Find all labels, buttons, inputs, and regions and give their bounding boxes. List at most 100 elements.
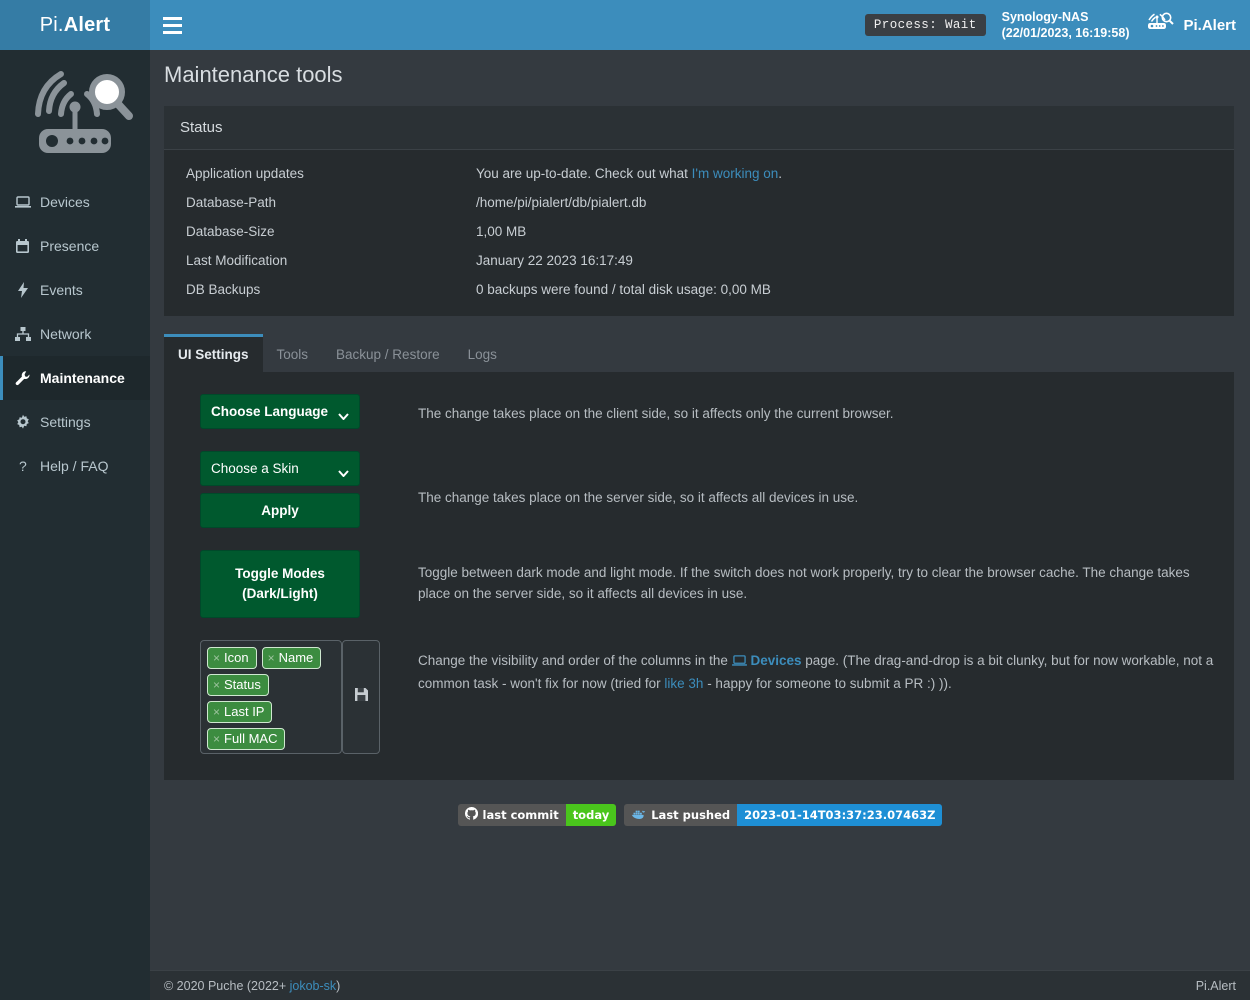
status-row: DB Backups 0 backups were found / total … [164, 275, 1234, 304]
close-icon[interactable]: × [213, 677, 221, 692]
sidebar-item-devices[interactable]: Devices [0, 180, 150, 224]
last-pushed-badge[interactable]: Last pushed 2023-01-14T03:37:23.07463Z [624, 804, 943, 826]
columns-control: × Icon × Name × Status × Last IP × Full MAC [200, 640, 396, 754]
working-on-link[interactable]: I'm working on [691, 166, 779, 181]
skin-row: Choose a Skin Apply The change takes pla… [200, 451, 1218, 528]
hamburger-icon[interactable] [160, 12, 186, 38]
sidebar-item-label: Settings [40, 414, 91, 430]
sidebar-item-help-faq[interactable]: ? Help / FAQ [0, 444, 150, 488]
status-value: 1,00 MB [476, 224, 527, 239]
column-tag[interactable]: × Icon [207, 647, 257, 669]
sidebar-item-label: Maintenance [40, 370, 125, 386]
header-right-group: Process: Wait Synology-NAS (22/01/2023, … [864, 0, 1250, 50]
status-row: Database-Path /home/pi/pialert/db/pialer… [164, 188, 1234, 217]
app-logo-text: Pi.Alert [40, 14, 111, 37]
status-value: You are up-to-date. Check out what I'm w… [476, 166, 1234, 181]
tab-panel-ui-settings: Choose Language The change takes place o… [164, 372, 1234, 780]
last-commit-badge[interactable]: last commit today [457, 804, 617, 826]
bolt-icon [14, 282, 31, 299]
server-info: Synology-NAS (22/01/2023, 16:19:58) [1002, 9, 1130, 41]
status-label: Database-Path [186, 195, 277, 210]
column-tag[interactable]: × Name [261, 647, 322, 669]
footer-copyright: © 2020 Puche (2022+ jokob-sk) [164, 979, 340, 993]
sidebar-item-label: Network [40, 326, 92, 342]
skin-select-label: Choose a Skin [211, 461, 299, 476]
skin-select[interactable]: Choose a Skin [200, 451, 360, 486]
status-panel: Status Application updates You are up-to… [164, 106, 1234, 316]
like-3h-link[interactable]: like 3h [664, 676, 704, 691]
language-row: Choose Language The change takes place o… [200, 394, 1218, 429]
sidebar-item-label: Devices [40, 194, 90, 210]
header-brand-label: Pi.Alert [1183, 16, 1236, 34]
tab-logs[interactable]: Logs [467, 347, 497, 362]
language-select[interactable]: Choose Language [200, 394, 360, 429]
column-tag[interactable]: × Status [207, 674, 269, 696]
status-value-pre: You are up-to-date. Check out what [476, 166, 692, 181]
devices-page-link[interactable]: Devices [750, 653, 802, 668]
toggle-modes-description: Toggle between dark mode and light mode.… [418, 565, 1190, 601]
page-footer: © 2020 Puche (2022+ jokob-sk) Pi.Alert [150, 970, 1250, 1000]
sidebar-item-events[interactable]: Events [0, 268, 150, 312]
column-tags-container[interactable]: × Icon × Name × Status × Last IP × Full MAC [200, 640, 342, 754]
status-label: Application updates [186, 166, 304, 181]
hamburger-bar [163, 16, 182, 20]
page-title: Maintenance tools [164, 62, 343, 87]
toggle-modes-control: Toggle Modes (Dark/Light) [200, 550, 396, 618]
close-icon[interactable]: × [213, 650, 221, 665]
hamburger-bar [163, 23, 182, 27]
column-tag[interactable]: × Last IP [207, 701, 273, 723]
column-tag-label: Last IP [224, 704, 265, 719]
sitemap-icon [14, 326, 31, 343]
router-magnifier-logo [0, 50, 150, 180]
process-status-badge: Process: Wait [864, 14, 986, 36]
server-name: Synology-NAS [1001, 10, 1089, 24]
footer-copyright-post: ) [336, 978, 341, 993]
apply-button[interactable]: Apply [200, 493, 360, 528]
header-brand[interactable]: Pi.Alert [1145, 11, 1236, 40]
column-tag-label: Icon [224, 650, 249, 665]
close-icon[interactable]: × [213, 731, 221, 746]
column-tag-label: Name [278, 650, 314, 665]
status-panel-body: Application updates You are up-to-date. … [164, 150, 1234, 316]
tab-ui-settings[interactable]: UI Settings [164, 334, 263, 372]
main-content: Maintenance tools Status Application upd… [150, 50, 1250, 970]
sidebar-item-maintenance[interactable]: Maintenance [0, 356, 150, 400]
jokob-sk-link[interactable]: jokob-sk [289, 978, 337, 993]
column-tag-label: Full MAC [224, 731, 278, 746]
chevron-down-icon [338, 408, 349, 421]
router-scan-icon [1145, 11, 1175, 40]
server-time: (22/01/2023, 16:19:58) [1001, 26, 1130, 40]
tab-backup-restore[interactable]: Backup / Restore [336, 347, 440, 362]
status-value: /home/pi/pialert/db/pialert.db [476, 195, 647, 210]
skin-control: Choose a Skin Apply [200, 451, 396, 528]
language-description: The change takes place on the client sid… [418, 406, 894, 421]
sidebar: Devices Presence Events Network Maintena… [0, 50, 150, 1000]
wrench-icon [14, 370, 31, 387]
sidebar-item-settings[interactable]: Settings [0, 400, 150, 444]
app-logo-block[interactable]: Pi.Alert [0, 0, 150, 50]
status-value: January 22 2023 16:17:49 [476, 253, 633, 268]
status-label: Database-Size [186, 224, 275, 239]
language-select-label: Choose Language [211, 404, 329, 419]
language-control: Choose Language [200, 394, 396, 429]
footer-copyright-pre: © 2020 Puche (2022+ [164, 978, 290, 993]
sidebar-item-label: Help / FAQ [40, 458, 109, 474]
status-label: DB Backups [186, 282, 261, 297]
save-columns-button[interactable] [342, 640, 380, 754]
columns-desc-mid: page. (The drag-and-drop is a bit clunky… [418, 653, 1214, 691]
sidebar-item-network[interactable]: Network [0, 312, 150, 356]
tab-tools[interactable]: Tools [276, 347, 309, 362]
sidebar-item-presence[interactable]: Presence [0, 224, 150, 268]
close-icon[interactable]: × [213, 704, 221, 719]
toggle-modes-row: Toggle Modes (Dark/Light) Toggle between… [200, 550, 1218, 618]
columns-desc-pre: Change the visibility and order of the c… [418, 653, 732, 668]
status-row: Last Modification January 22 2023 16:17:… [164, 246, 1234, 275]
toggle-modes-button[interactable]: Toggle Modes (Dark/Light) [200, 550, 360, 618]
github-icon [464, 806, 478, 823]
status-value: 0 backups were found / total disk usage:… [476, 282, 771, 297]
close-icon[interactable]: × [267, 650, 275, 665]
hamburger-bar [163, 30, 182, 34]
last-pushed-value: 2023-01-14T03:37:23.07463Z [737, 804, 943, 826]
top-header: Pi.Alert Process: Wait Synology-NAS (22/… [0, 0, 1250, 50]
column-tag[interactable]: × Full MAC [207, 728, 286, 750]
